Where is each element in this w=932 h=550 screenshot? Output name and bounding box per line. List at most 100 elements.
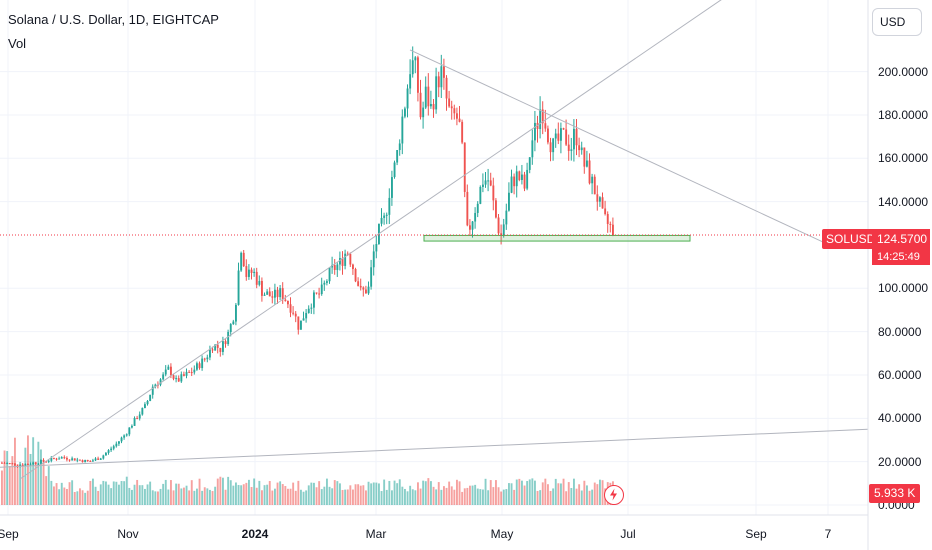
candle-body [391,177,393,198]
candle-body [151,386,154,395]
volume-bar [232,485,235,505]
volume-bar [404,488,406,505]
volume-bar [313,482,315,505]
volume-bar [136,479,139,505]
volume-bar [214,486,217,505]
candle-body [586,160,588,167]
candle-body [612,224,614,236]
candle-body [58,458,61,460]
volume-bar [123,481,126,505]
flash-icon[interactable] [604,485,624,505]
candle-body [159,379,162,385]
volume-bar [544,478,547,505]
candle-body [469,225,471,230]
candle-body [144,404,146,409]
volume-bar [42,459,45,505]
volume-bar [497,487,500,505]
volume-bar [346,489,349,505]
volume-bar [385,489,388,505]
candle-body [435,76,438,110]
volume-bar [320,489,323,505]
volume-bar [255,487,258,505]
volume-bar [427,478,430,505]
candle-body [385,214,388,216]
volume-bar [297,480,300,505]
candle-body [575,128,578,146]
candle-body [53,457,55,459]
volume-bar [450,486,453,505]
volume-bar [437,482,440,505]
volume-bar [29,453,32,505]
price-tick-label: 60.0000 [878,367,922,382]
candle-body [552,138,555,153]
volume-bar [27,435,29,505]
volume-bar [253,478,256,505]
volume-label: Vol [8,36,27,51]
chart-title: Solana / U.S. Dollar, 1D, EIGHTCAP [8,12,219,27]
candle-body [484,180,487,185]
support-zone [423,234,691,242]
candle-body [531,140,534,158]
currency-button[interactable]: USD [872,8,922,36]
volume-bar [523,485,526,505]
volume-bar [193,490,196,505]
volume-bar [565,491,568,505]
volume-bar [466,487,469,505]
volume-bar [328,486,331,505]
volume-bar [573,478,575,505]
volume-bar [84,492,87,505]
candle-body [255,271,258,285]
volume-bar [323,486,326,505]
candle-body [372,251,375,268]
volume-bar [125,476,128,505]
volume-bar [461,491,464,505]
candle-body [229,324,232,332]
candle-body [404,108,406,117]
volume-bar [58,489,61,505]
volume-bar [601,480,604,505]
volume-bar [443,486,445,505]
price-tick-label: 100.0000 [878,281,929,296]
candle-body [515,171,518,187]
volume-bar [596,484,599,505]
volume-bar [131,489,133,505]
candle-body [474,212,477,222]
volume-bar [271,490,274,505]
volume-bar [211,491,214,505]
candle-body [341,258,344,266]
volume-bar [513,489,516,505]
candle-body [128,427,131,435]
candle-body [593,176,596,195]
candle-body [1,462,3,464]
volume-bar [586,485,588,505]
volume-bar [583,480,586,505]
volume-bar [68,482,71,505]
volume-bar [6,451,9,505]
candle-body [409,74,412,89]
candle-body [482,184,484,187]
volume-bar [141,485,144,505]
volume-bar [92,478,94,505]
volume-bar [118,484,120,505]
candle-body [357,281,360,286]
volume-bar [115,481,118,505]
candle-body [102,455,105,459]
candle-body [502,224,505,236]
volume-bar [183,487,185,505]
volume-bar [242,484,245,505]
candle-body [222,341,224,352]
volume-bar [97,490,100,505]
candle-body [305,313,308,319]
volume-trendline [0,428,869,468]
candle-body [549,142,552,153]
volume-bar [170,480,172,505]
volume-bar [401,486,404,505]
time-tick-label: Mar [365,527,387,541]
volume-bar [11,456,14,505]
candle-body [97,458,100,460]
volume-bar [300,489,302,505]
volume-bar [508,483,510,505]
volume-bar [352,489,354,505]
candle-body [261,280,263,296]
